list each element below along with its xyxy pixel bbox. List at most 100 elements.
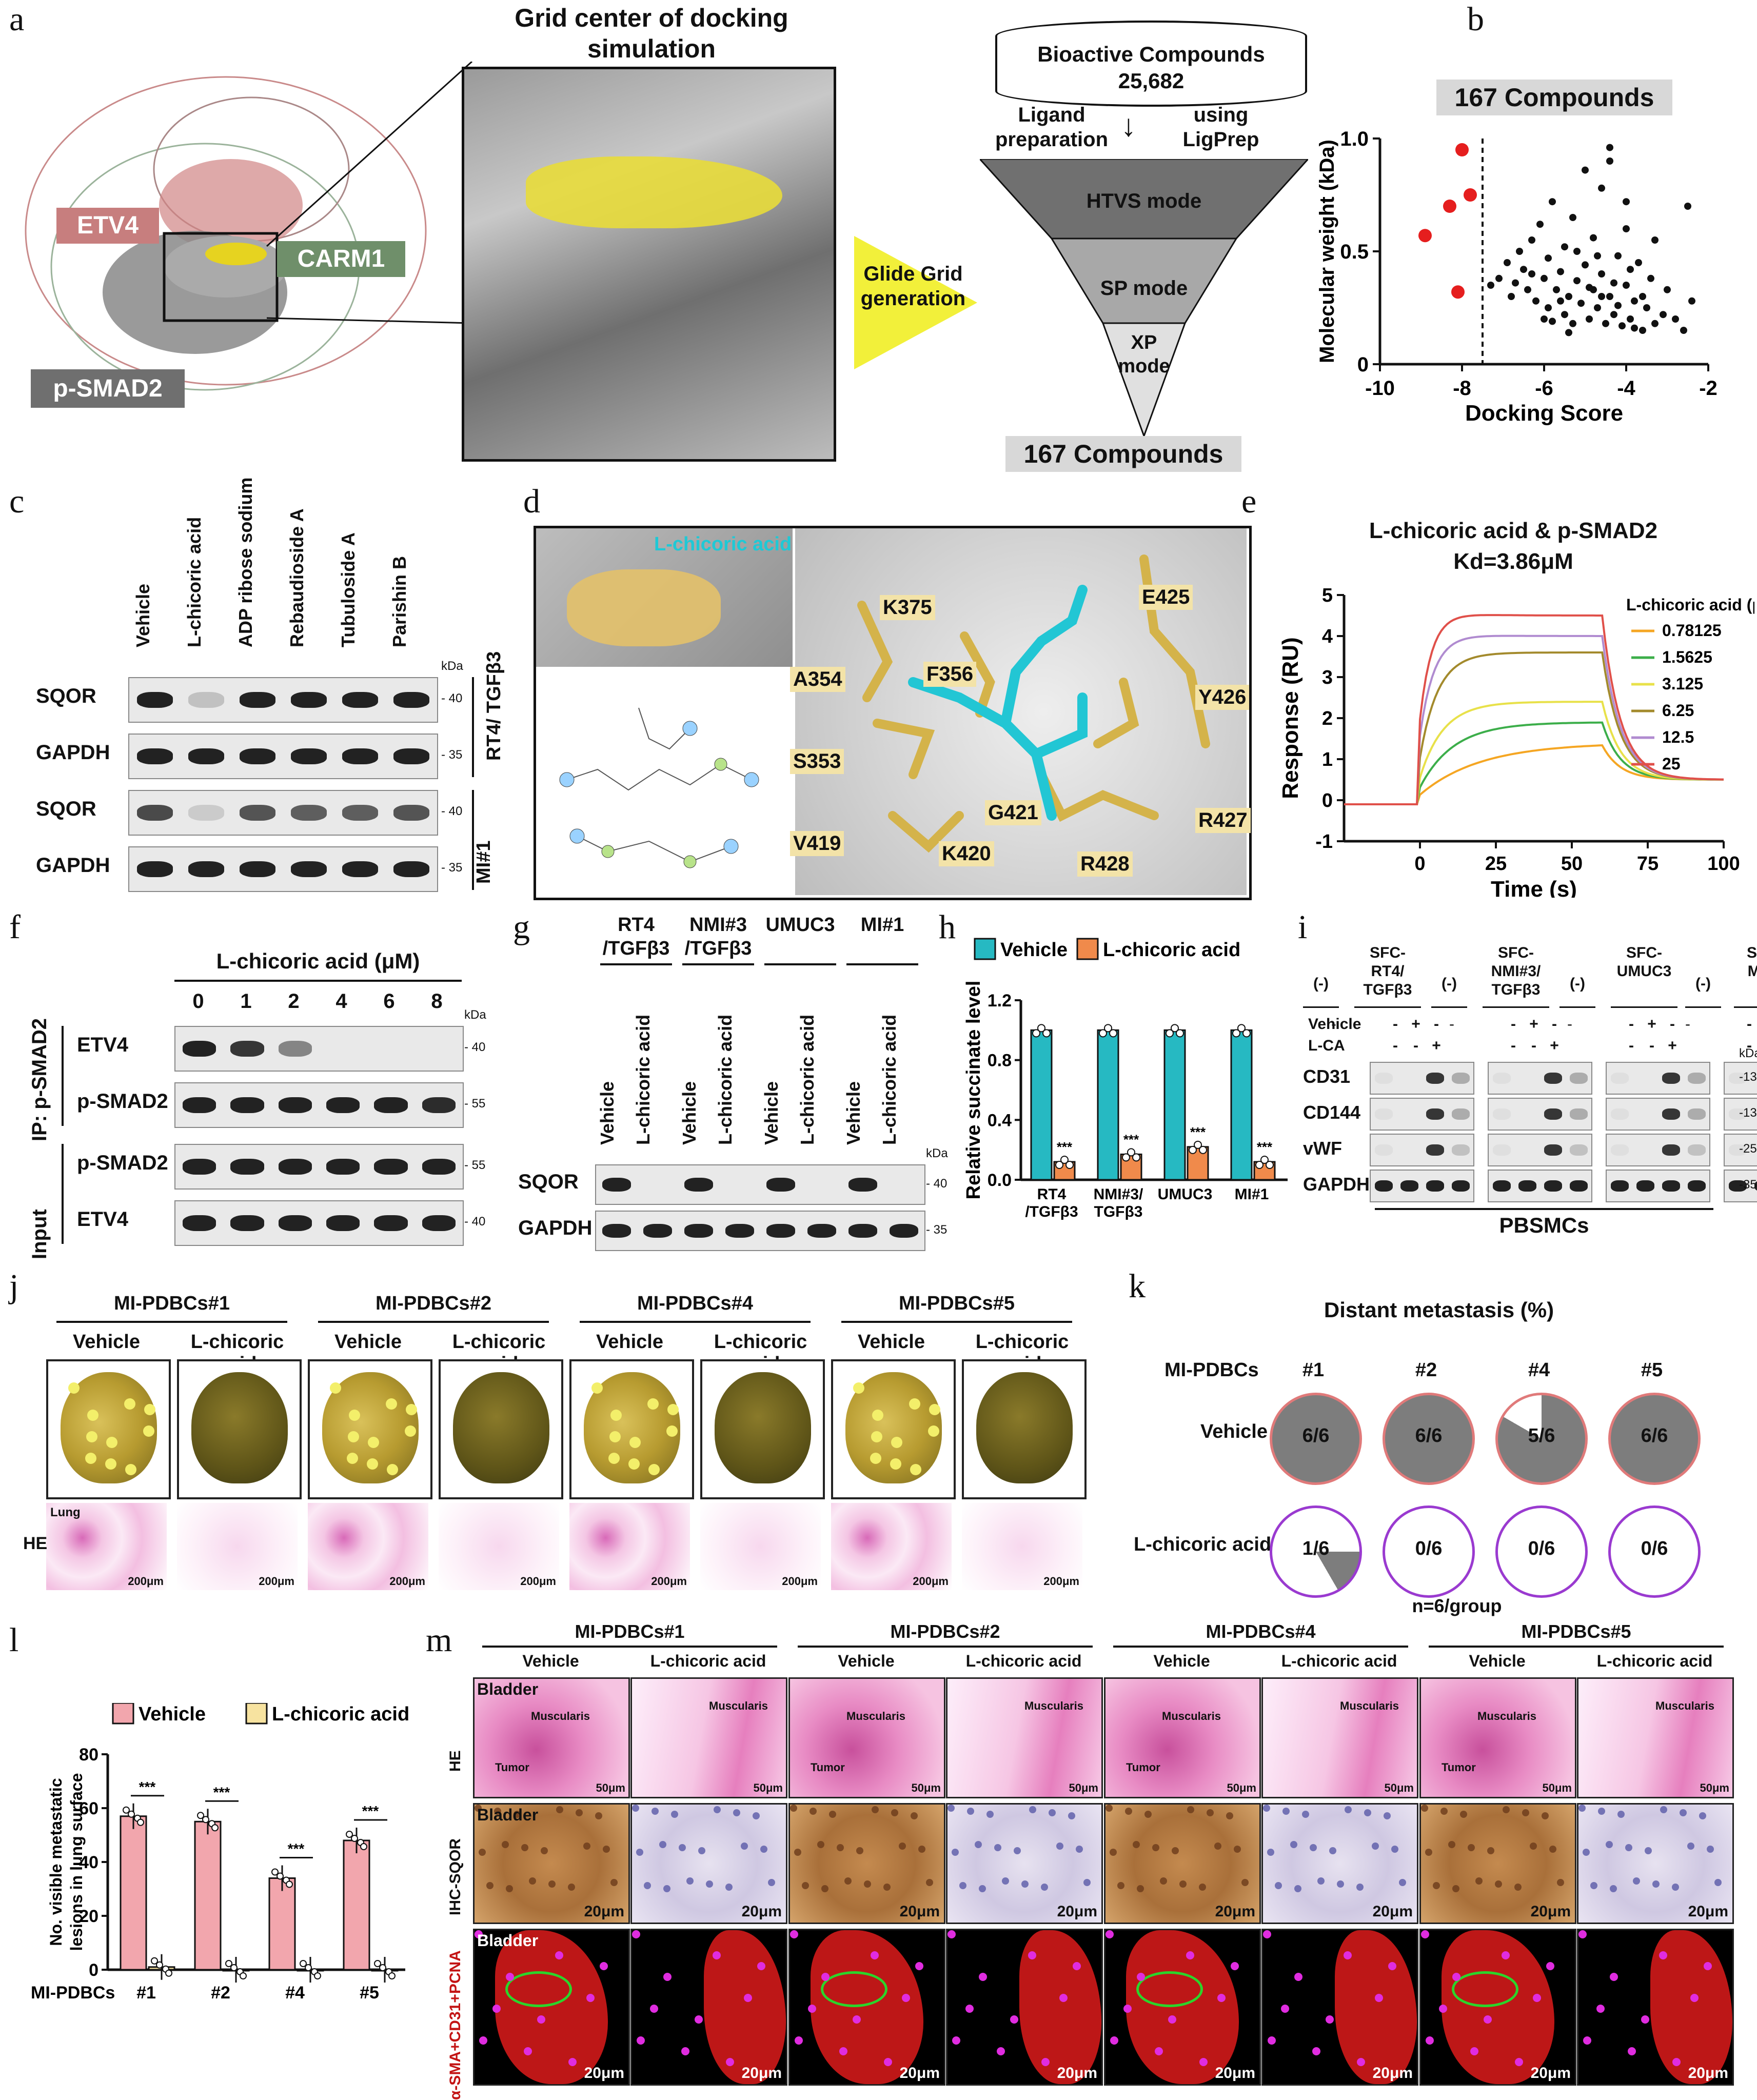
m-nucleus <box>632 1805 639 1812</box>
blot-band <box>137 748 173 764</box>
blot-band <box>374 1215 407 1231</box>
m-pcna-signal <box>537 2015 545 2024</box>
c-blot-row <box>128 790 438 836</box>
m-pcna-signal <box>1110 2036 1118 2045</box>
m-nucleus <box>1226 1812 1233 1819</box>
m-pcna-signal <box>1470 2047 1478 2055</box>
i-treat: L-CA <box>1308 1037 1345 1055</box>
c-row-label: SQOR <box>36 685 96 708</box>
i-blot-row <box>1488 1098 1592 1131</box>
f-blot-row <box>174 1200 464 1246</box>
b-point <box>1516 248 1523 255</box>
b-point <box>1598 185 1605 192</box>
c-lane-label: Parishin B <box>389 556 410 647</box>
j-lung-photo <box>308 1359 432 1499</box>
j-nodule <box>387 1464 398 1475</box>
e-y-tick-label: -1 <box>1315 831 1333 853</box>
blot-band <box>1375 1180 1393 1192</box>
blot-band <box>1426 1144 1444 1156</box>
m-pcna-signal <box>1421 1930 1429 1938</box>
b-x-tick-label: -4 <box>1617 377 1635 400</box>
i-row-label: CD144 <box>1303 1102 1360 1123</box>
m-nucleus <box>1076 1846 1083 1853</box>
blot-band <box>1662 1073 1680 1084</box>
m-nucleus <box>1207 1809 1214 1816</box>
b-point <box>1684 203 1691 210</box>
m-pcna-signal <box>1294 1973 1302 1981</box>
m-group-bar <box>1429 1646 1724 1648</box>
m-pcna-signal <box>663 1973 672 1981</box>
m-nucleus <box>610 1879 618 1886</box>
b-point <box>1606 293 1613 300</box>
m-pcna-signal <box>1105 1930 1114 1938</box>
i-group-bar <box>1431 1006 1467 1008</box>
j-lung-photo <box>962 1359 1087 1499</box>
f-row-label: ETV4 <box>77 1034 128 1057</box>
j-lung <box>715 1372 811 1483</box>
m-pcna-signal <box>600 1962 608 1970</box>
library-title: Bioactive Compounds <box>997 42 1305 67</box>
blot-band <box>1611 1144 1629 1156</box>
m-nucleus <box>1068 1812 1075 1819</box>
j-nodule <box>87 1410 98 1421</box>
m-ihc-image: 20μm <box>788 1803 945 1924</box>
blot-band <box>1493 1144 1511 1156</box>
m-pcna-signal <box>1268 2036 1276 2045</box>
blot-band <box>1570 1180 1588 1192</box>
i-kda-header: kDa <box>1739 1046 1757 1061</box>
c-group-mi1: MI#1 <box>473 841 495 884</box>
h-y-tick-label: 0.0 <box>988 1171 1012 1190</box>
m-nucleus <box>1294 1885 1301 1892</box>
i-blot-row <box>1370 1170 1474 1202</box>
b-y-label: Molecular weight (kDa) <box>1316 140 1338 363</box>
mode-htvs: HTVS mode <box>980 190 1308 213</box>
h-bar <box>1098 1030 1118 1180</box>
b-x-tick-label: -10 <box>1365 377 1395 400</box>
b-point <box>1569 320 1576 327</box>
m-if-image: 20μm <box>473 1929 630 2086</box>
c-lane-label: Rebaudioside A <box>286 508 308 647</box>
h-y-tick-label: 1.2 <box>988 991 1012 1011</box>
b-point <box>1618 322 1626 329</box>
i-group-bar <box>1559 1006 1595 1008</box>
m-nucleus <box>1475 1877 1483 1885</box>
blot-band <box>1611 1108 1629 1120</box>
m-pcna-signal <box>1217 1994 1226 2002</box>
blot-band <box>291 692 327 708</box>
m-nucleus <box>1425 1849 1432 1856</box>
b-point <box>1614 302 1622 309</box>
b-point <box>1541 275 1548 282</box>
k-col: #1 <box>1282 1359 1344 1381</box>
m-nucleus <box>1014 1847 1021 1854</box>
m-nucleus <box>1598 1808 1605 1815</box>
b-point <box>1594 252 1601 260</box>
b-point <box>1598 293 1605 300</box>
j-lung-photo <box>46 1359 171 1499</box>
j-he-image: 200μm <box>962 1503 1082 1590</box>
j-nodule <box>871 1431 882 1442</box>
blot-band <box>279 1215 312 1231</box>
g-group: MI#1 <box>841 913 923 937</box>
m-scale20: 20μm <box>1531 1903 1571 1920</box>
m-nucleus <box>1433 1882 1440 1889</box>
j-nodule <box>86 1431 97 1442</box>
b-point <box>1688 298 1695 305</box>
blot-band <box>230 1041 264 1057</box>
b-point <box>1549 318 1556 325</box>
m-scale20-if: 20μm <box>1215 2065 1255 2082</box>
blot-band <box>1452 1180 1470 1192</box>
m-muscularis-label: Muscularis <box>1024 1699 1083 1713</box>
m-nucleus <box>1002 1877 1009 1885</box>
m-sma-signal <box>1126 1930 1239 2084</box>
m-nucleus <box>1487 1847 1494 1854</box>
l-bar <box>269 1878 295 1970</box>
m-pcna-signal <box>997 2047 1005 2055</box>
m-pcna-signal <box>479 2036 487 2045</box>
m-pcna-signal <box>1388 1962 1396 1970</box>
c-kda: - 35 <box>441 748 462 762</box>
m-nucleus <box>663 1885 670 1892</box>
m-nucleus <box>636 1849 643 1856</box>
e-y-label: Response (RU) <box>1278 637 1303 799</box>
